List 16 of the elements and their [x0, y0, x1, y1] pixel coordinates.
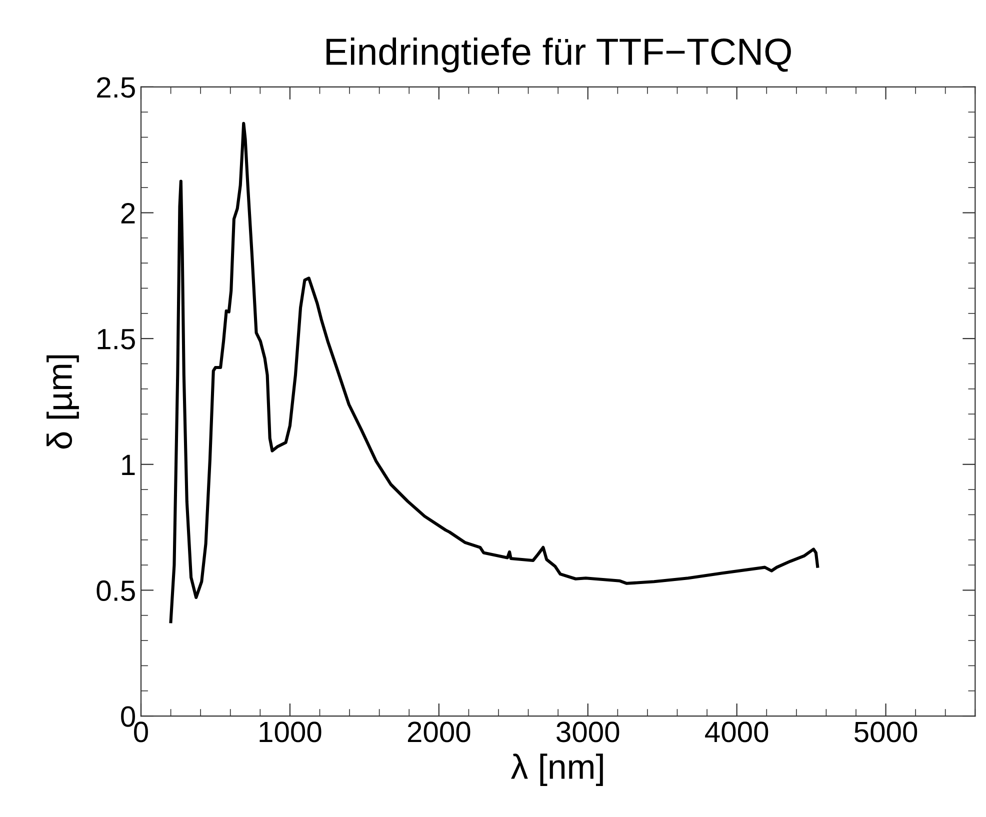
- x-tick-label: 3000: [556, 722, 620, 742]
- x-tick-label: 5000: [854, 722, 918, 742]
- y-tick-label: 1.5: [98, 329, 135, 350]
- chart-title: Eindringtiefe für TTF−TCNQ: [326, 38, 791, 72]
- y-tick-label: 1: [122, 454, 135, 475]
- x-tick-label: 0: [134, 722, 148, 742]
- y-tick-label: 0.5: [96, 580, 135, 602]
- y-axis-title: δ [µm]: [46, 355, 79, 449]
- x-tick-label: 4000: [705, 722, 768, 742]
- x-axis-title: λ [nm]: [511, 754, 603, 786]
- y-tick-label: 0: [121, 706, 135, 727]
- line-series: [169, 122, 820, 624]
- x-tick-label: 2000: [408, 722, 470, 742]
- y-tick-label: 2: [121, 202, 135, 224]
- x-tick-label: 1000: [260, 722, 322, 742]
- y-tick-label: 2.5: [97, 77, 135, 98]
